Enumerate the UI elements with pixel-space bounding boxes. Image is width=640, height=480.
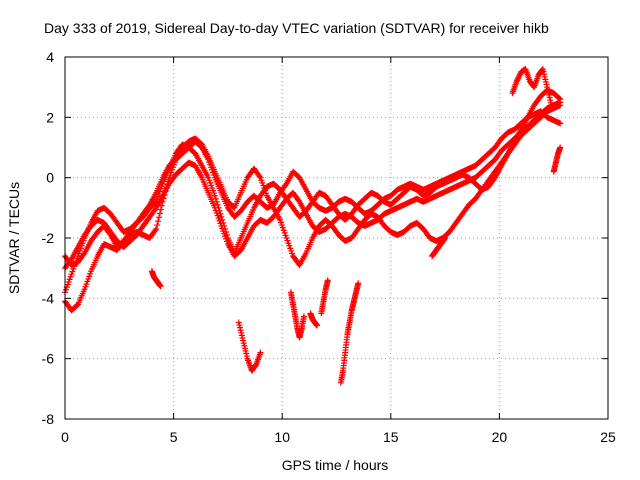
x-tick-label: 5 — [170, 429, 178, 445]
data-point — [221, 222, 228, 229]
data-point — [164, 181, 171, 188]
data-point — [155, 218, 162, 225]
data-point — [220, 219, 227, 226]
data-point — [156, 214, 163, 221]
y-tick-label: 2 — [46, 109, 54, 125]
grid-lines — [65, 57, 608, 419]
data-point — [218, 213, 225, 220]
data-point — [152, 206, 159, 213]
y-tick-label: 4 — [46, 49, 54, 65]
data-point — [154, 222, 161, 229]
data-point — [214, 201, 221, 208]
data-point — [313, 322, 320, 329]
y-tick-label: -6 — [42, 351, 55, 367]
data-point — [212, 195, 219, 202]
data-point — [213, 198, 220, 205]
data-point — [106, 230, 113, 237]
data-point — [557, 96, 564, 103]
data-point — [442, 235, 449, 241]
y-axis-label: SDTVAR / TECUs — [6, 182, 22, 294]
data-point — [216, 207, 223, 214]
data-points — [62, 66, 564, 386]
data-point — [256, 173, 263, 180]
x-tick-label: 25 — [600, 429, 616, 445]
data-point — [223, 228, 230, 235]
y-tick-label: -2 — [42, 230, 55, 246]
data-point — [491, 175, 498, 182]
data-point — [222, 225, 229, 232]
x-tick-label: 15 — [383, 429, 399, 445]
data-point — [217, 210, 224, 217]
y-tick-label: -8 — [42, 411, 55, 427]
data-point — [152, 199, 159, 206]
data-point — [153, 225, 160, 232]
data-point — [80, 251, 87, 258]
data-point — [159, 198, 166, 205]
data-point — [557, 120, 564, 127]
data-point — [219, 216, 226, 223]
data-point — [161, 191, 168, 198]
data-point — [162, 188, 169, 195]
data-point — [163, 185, 170, 192]
data-point — [282, 181, 289, 188]
x-tick-label: 20 — [492, 429, 508, 445]
data-point — [215, 204, 222, 211]
y-tick-label: 0 — [46, 170, 54, 186]
axis-ticks: 0 5 10 15 20 25 -8 -6 -4 -2 0 2 4 — [42, 49, 616, 445]
data-point — [157, 206, 164, 213]
data-point — [157, 283, 164, 290]
data-point — [158, 202, 165, 209]
data-point — [160, 195, 167, 202]
data-point — [556, 95, 563, 102]
data-point — [324, 277, 331, 284]
data-point — [257, 349, 264, 356]
data-point — [152, 227, 159, 234]
data-point — [557, 102, 564, 109]
y-tick-label: -4 — [42, 290, 55, 306]
data-point — [557, 144, 564, 151]
data-point — [295, 197, 302, 204]
data-point — [355, 280, 362, 287]
data-point — [74, 302, 81, 309]
x-tick-label: 10 — [274, 429, 290, 445]
x-tick-label: 0 — [61, 429, 69, 445]
data-point — [223, 231, 230, 238]
x-axis-label: GPS time / hours — [282, 457, 389, 473]
chart-title: Day 333 of 2019, Sidereal Day-to-day VTE… — [44, 20, 549, 36]
data-point — [300, 313, 307, 320]
data-point — [211, 192, 218, 199]
data-point — [548, 102, 555, 109]
data-point — [156, 210, 163, 217]
